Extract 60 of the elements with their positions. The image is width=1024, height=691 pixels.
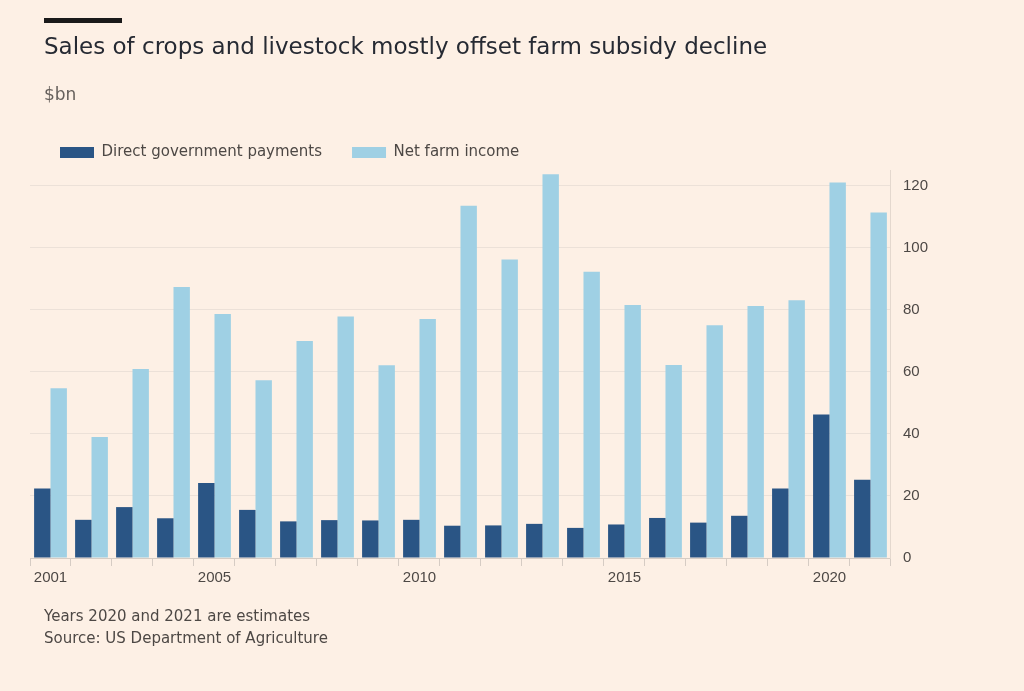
bar bbox=[337, 316, 354, 558]
bar bbox=[460, 205, 477, 558]
y-tick-label: 120 bbox=[902, 175, 928, 193]
bar bbox=[198, 482, 215, 558]
bar bbox=[485, 525, 502, 558]
bar bbox=[583, 271, 600, 558]
legend-label: Net farm income bbox=[393, 142, 520, 161]
bar bbox=[854, 479, 871, 558]
bar bbox=[378, 365, 395, 558]
bar bbox=[280, 521, 297, 558]
bar bbox=[34, 488, 51, 558]
x-tick-label: 2015 bbox=[607, 568, 642, 586]
y-tick-label: 100 bbox=[902, 237, 928, 255]
bar bbox=[665, 364, 682, 558]
y-tick-label: 60 bbox=[902, 361, 920, 379]
y-tick-label: 0 bbox=[902, 548, 912, 566]
bar bbox=[870, 212, 887, 558]
bar bbox=[772, 488, 789, 558]
text: Years 2020 and 2021 are estimates bbox=[44, 606, 312, 627]
bar bbox=[788, 300, 805, 558]
bar bbox=[419, 318, 436, 558]
bar bbox=[747, 305, 764, 558]
bar bbox=[173, 287, 190, 558]
legend-label: Direct government payments bbox=[101, 142, 323, 161]
bar bbox=[91, 436, 108, 558]
bar bbox=[255, 380, 272, 558]
bar bbox=[567, 527, 584, 558]
y-tick-label: 80 bbox=[902, 299, 920, 317]
bar bbox=[444, 525, 461, 558]
bar bbox=[296, 341, 313, 558]
bar bbox=[239, 509, 256, 558]
bar bbox=[542, 174, 559, 558]
bar bbox=[649, 517, 666, 558]
bar bbox=[813, 414, 830, 558]
x-tick-label: 2001 bbox=[33, 568, 68, 586]
source-note: Source: US Department of Agriculture bbox=[44, 628, 328, 649]
bar bbox=[214, 314, 231, 558]
y-tick-label: 40 bbox=[902, 423, 920, 441]
chart-subtitle: $bn bbox=[44, 84, 77, 104]
bar bbox=[526, 523, 543, 558]
bar bbox=[624, 305, 641, 558]
bar bbox=[501, 259, 518, 558]
bar bbox=[362, 520, 379, 558]
bar bbox=[321, 520, 338, 558]
bar bbox=[403, 519, 420, 558]
bar bbox=[157, 518, 174, 558]
bar bbox=[608, 524, 625, 558]
y-tick-label: 20 bbox=[902, 486, 920, 504]
x-tick-label: 2005 bbox=[197, 568, 232, 586]
bar bbox=[132, 368, 149, 558]
x-tick-label: 2020 bbox=[812, 568, 847, 586]
x-tick-label: 2010 bbox=[402, 568, 437, 586]
bar bbox=[829, 182, 846, 558]
bar bbox=[75, 519, 92, 558]
bar bbox=[116, 507, 133, 558]
bar bbox=[731, 515, 748, 558]
bar bbox=[706, 325, 723, 558]
bar bbox=[50, 388, 67, 558]
chart-title: Sales of crops and livestock mostly offset farm subsidy decline bbox=[44, 33, 768, 59]
bar bbox=[690, 522, 707, 558]
